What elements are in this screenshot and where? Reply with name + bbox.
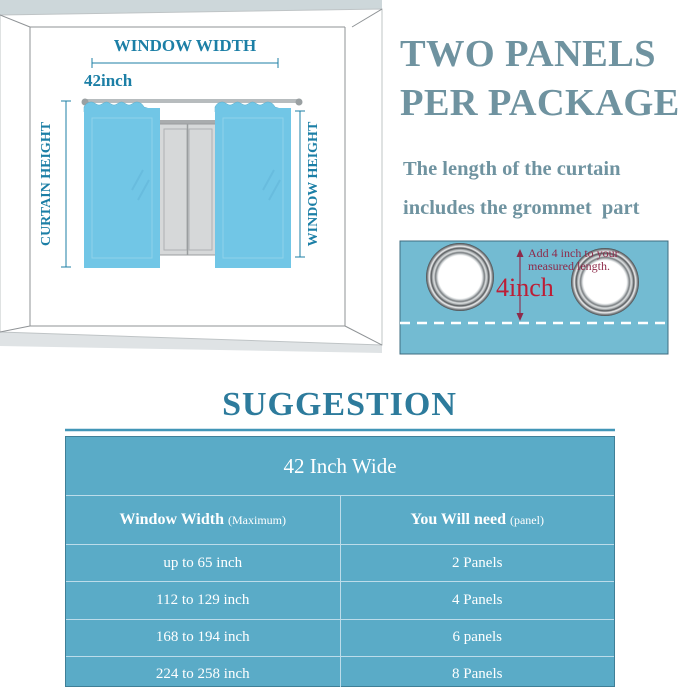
svg-text:measured length.: measured length. [528,259,610,273]
svg-text:SUGGESTION: SUGGESTION [222,386,457,423]
svg-text:4inch: 4inch [496,273,554,302]
svg-text:Add 4 inch to your: Add 4 inch to your [528,246,619,260]
